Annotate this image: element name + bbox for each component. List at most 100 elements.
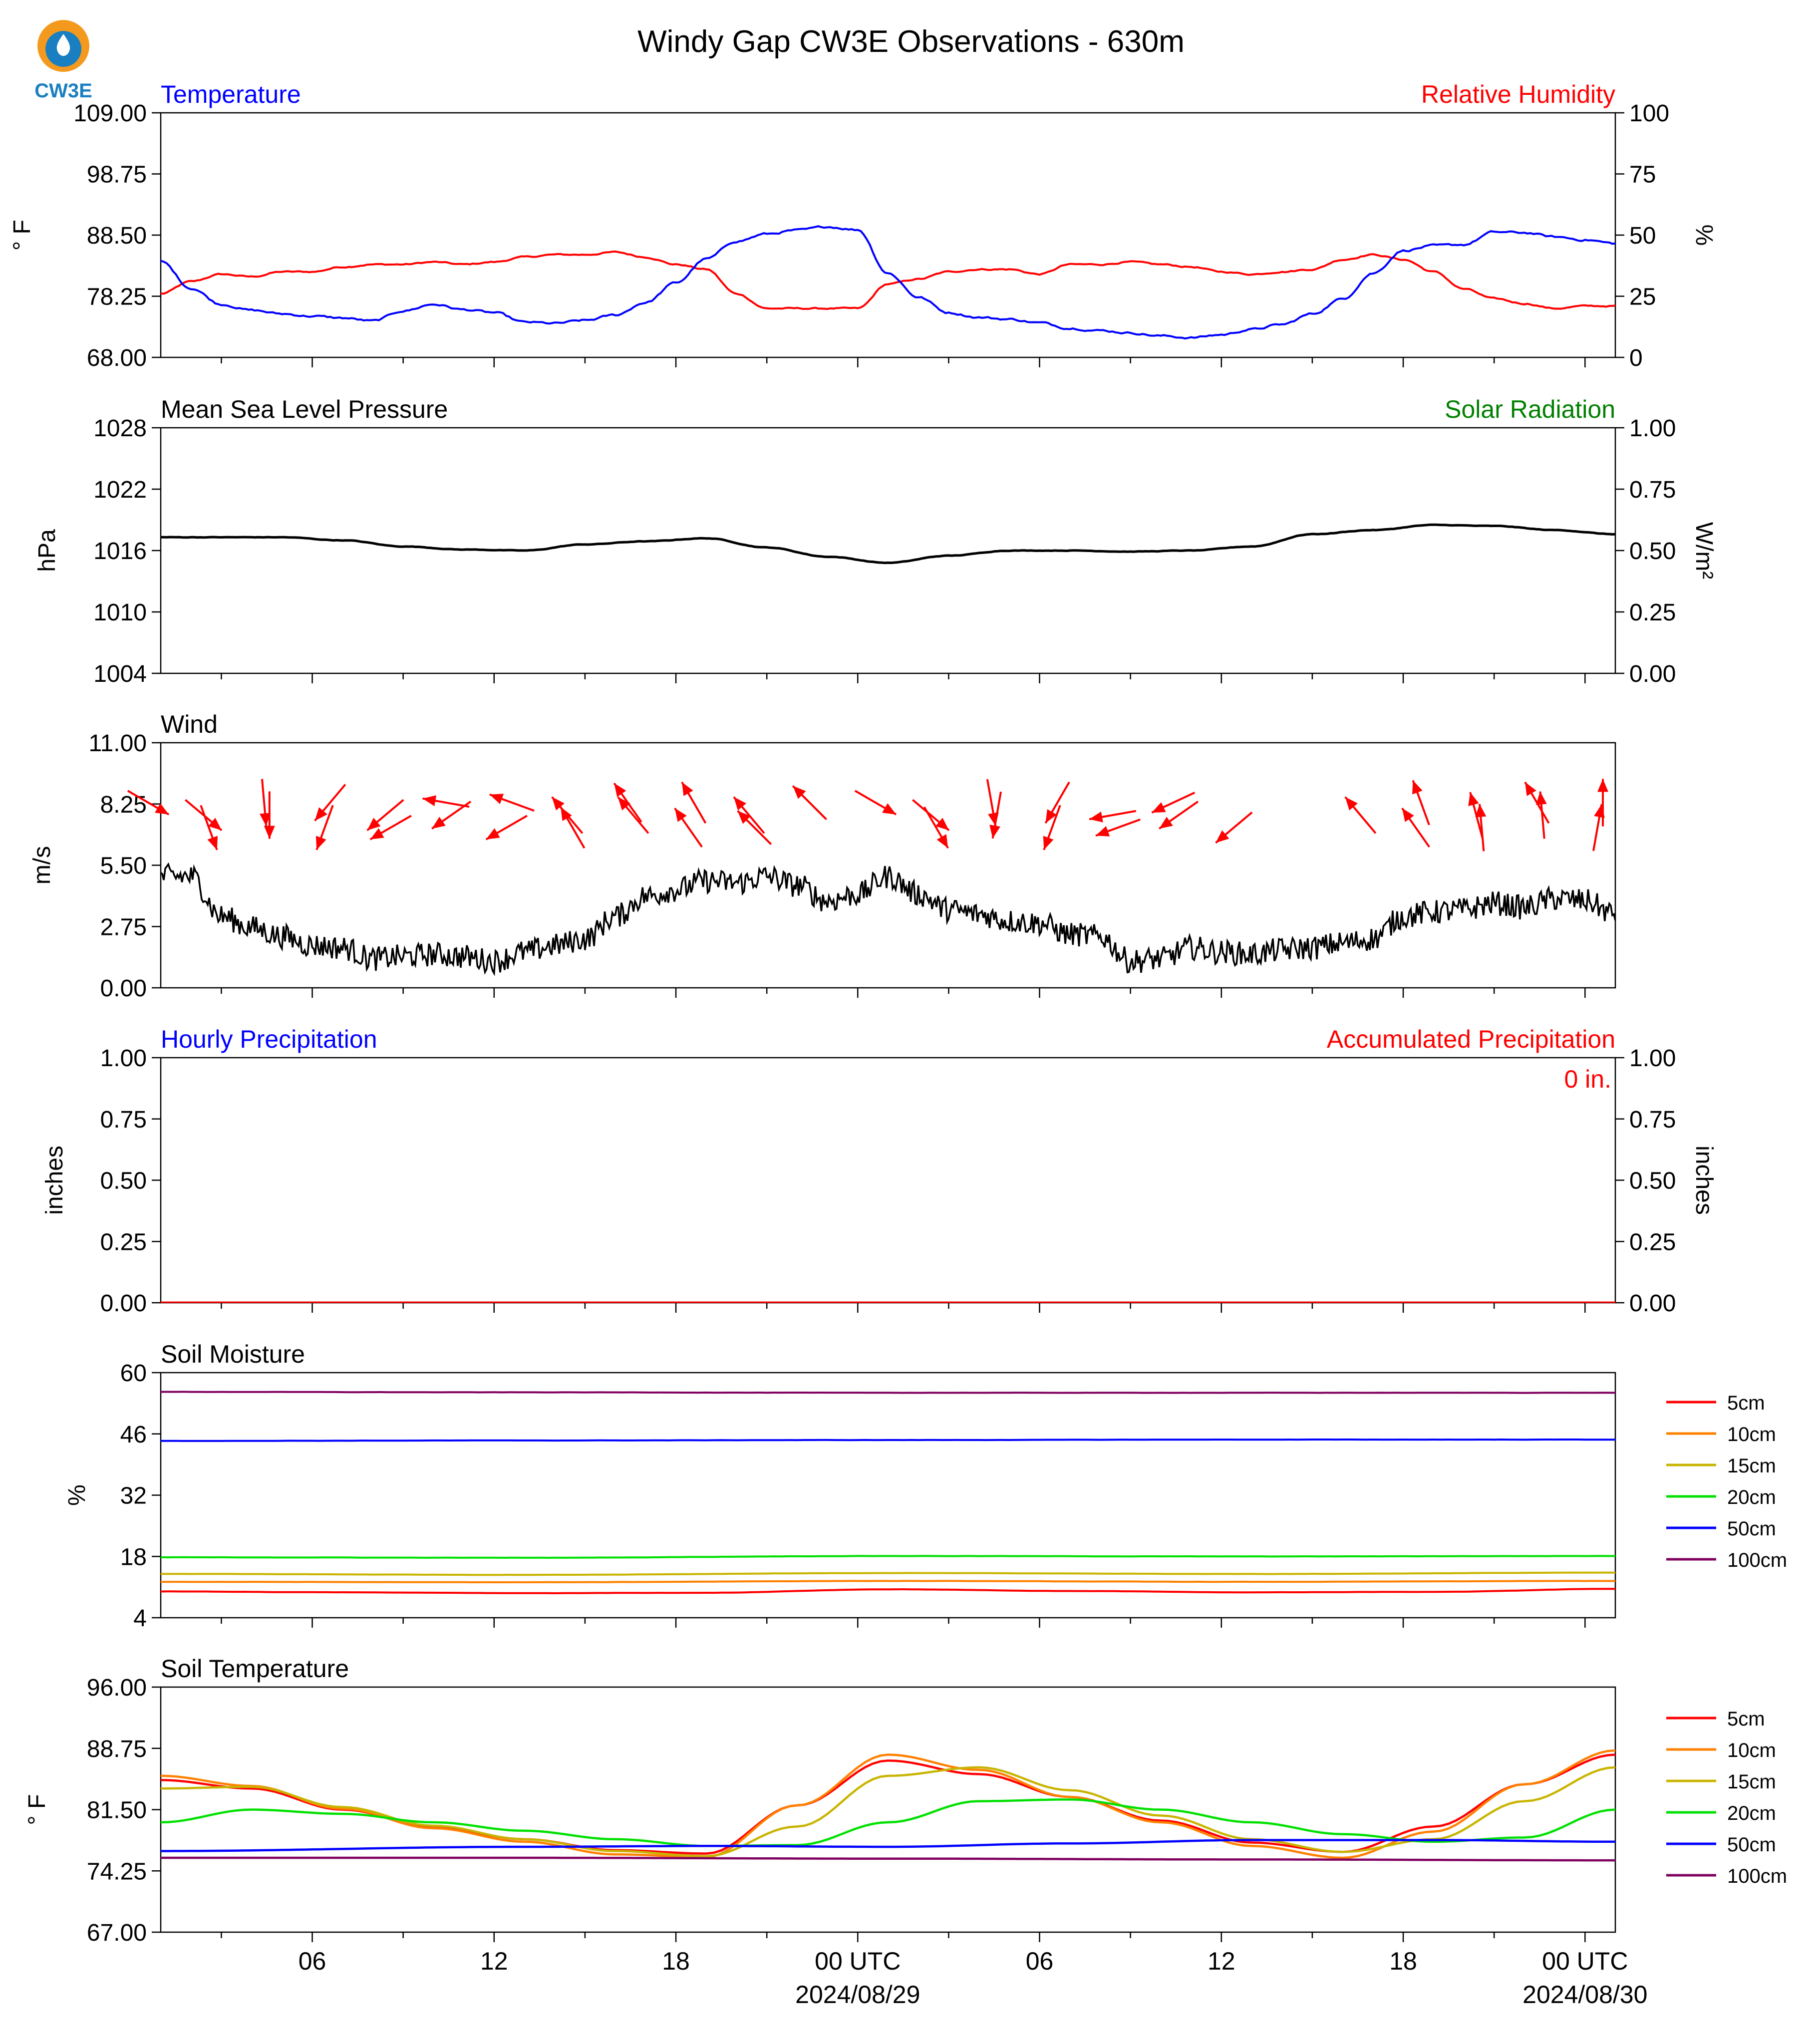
soil-moisture-legend: 5cm 10cm 15cm 20cm 50cm 100cm [1666, 1392, 1787, 1571]
legend-label: 5cm [1727, 1392, 1765, 1414]
arrow-head [1525, 782, 1536, 796]
wind-direction-arrow [854, 790, 897, 816]
panel-title-right: Relative Humidity [1421, 80, 1615, 108]
left-y-axis-label: % [64, 1484, 90, 1506]
panel-title-left: Mean Sea Level Pressure [161, 395, 448, 423]
arrow-head [1045, 809, 1057, 824]
left-y-tick-label: 2.75 [100, 914, 147, 940]
wind-direction-arrow [733, 796, 765, 834]
wind-direction-arrow [737, 810, 772, 846]
legend-label: 20cm [1727, 1802, 1776, 1824]
panel-title-left: Hourly Precipitation [161, 1025, 377, 1053]
legend-label: 100cm [1727, 1549, 1787, 1571]
arrow-head [561, 807, 572, 821]
panel-title-right: Solar Radiation [1445, 395, 1615, 423]
wind-direction-arrow [912, 799, 950, 832]
right-y-tick-label: 100 [1629, 100, 1669, 127]
arrow-head [208, 818, 222, 831]
wind-direction-arrow [989, 791, 1002, 839]
left-y-tick-label: 74.25 [87, 1858, 147, 1885]
right-y-tick-label: 0.25 [1629, 1229, 1676, 1255]
wind-direction-arrow [1215, 811, 1253, 844]
arrow-head [1475, 804, 1487, 818]
rh-series-line [161, 250, 1616, 310]
right-y-tick-label: 0.75 [1629, 1107, 1676, 1133]
wind-direction-arrow [1475, 804, 1487, 852]
logo-drop-icon [56, 34, 70, 56]
soil-temperature-legend: 5cm 10cm 15cm 20cm 50cm 100cm [1666, 1708, 1787, 1887]
panel-soilt: 96.00 88.75 81.50 74.25 67.00 Soil Temperatur… [24, 1655, 1616, 1946]
left-y-tick-label: 1028 [93, 415, 147, 442]
left-y-tick-label: 0.25 [100, 1229, 147, 1255]
wind-direction-arrow [1344, 796, 1377, 834]
wind-speed-series-line [160, 862, 1616, 976]
legends: 5cm10cm15cm20cm50cm100cm5cm10cm15cm20cm5… [1666, 1392, 1787, 1887]
wind-direction-arrow [1095, 818, 1141, 837]
figure-title: Windy Gap CW3E Observations - 630m [637, 24, 1185, 59]
arrow-head [432, 817, 446, 829]
left-y-tick-label: 11.00 [88, 730, 147, 757]
right-y-tick-label: 0.00 [1629, 1290, 1676, 1317]
arrow-head [1096, 826, 1110, 837]
right-y-axis-label: W/m² [1691, 522, 1717, 579]
left-y-tick-label: 88.75 [87, 1736, 147, 1762]
panel-pressure: 1028 1022 1016 1010 1004 1.00 0.75 0.50 0.25 0.00… [34, 395, 1717, 687]
left-y-tick-label: 32 [120, 1483, 147, 1509]
right-y-tick-label: 0.75 [1629, 477, 1676, 503]
left-y-tick-label: 1010 [93, 599, 147, 626]
wind-direction-arrow [1151, 792, 1196, 814]
plot-frame [160, 427, 1616, 674]
panel-title-left: Soil Moisture [161, 1340, 305, 1368]
right-y-axis-label: % [1691, 225, 1717, 246]
arrow-head [882, 803, 897, 815]
arrow-head [1468, 792, 1479, 807]
wind-direction-arrow [1089, 810, 1137, 823]
panel-title-left: Soil Temperature [161, 1655, 349, 1683]
legend-label: 15cm [1727, 1455, 1776, 1477]
right-y-tick-label: 25 [1629, 284, 1656, 310]
legend-label: 10cm [1727, 1424, 1776, 1446]
soil-moisture-line-50cm [161, 1438, 1615, 1442]
wind-direction-arrow [422, 795, 470, 808]
arrow-head [989, 825, 1000, 839]
soil-temperature-line-20cm [160, 1798, 1616, 1847]
left-y-axis-label: hPa [34, 529, 60, 572]
wind-direction-arrow [127, 790, 170, 816]
left-y-tick-label: 78.25 [87, 284, 147, 310]
x-tick-label: 06 [1026, 1947, 1054, 1975]
x-date-label: 2024/08/30 [1522, 1981, 1647, 2009]
left-y-tick-label: 68.00 [87, 345, 147, 371]
left-y-tick-label: 1.00 [100, 1045, 147, 1072]
wind-direction-arrow [792, 785, 827, 821]
x-tick-label: 00 UTC [1542, 1947, 1628, 1975]
temperature-series-line [160, 225, 1616, 340]
right-y-tick-label: 0.50 [1629, 1168, 1676, 1194]
arrow-head [935, 818, 949, 831]
right-y-axis-label: inches [1691, 1146, 1717, 1215]
arrow-head [1089, 811, 1103, 823]
left-y-tick-label: 109.00 [73, 100, 147, 127]
soil-moisture-line-100cm [161, 1391, 1616, 1394]
right-y-tick-label: 1.00 [1629, 415, 1676, 442]
right-y-tick-label: 0 [1629, 345, 1643, 371]
arrow-head [260, 813, 271, 827]
wind-direction-arrow [315, 805, 334, 851]
arrow-head [155, 803, 169, 815]
right-y-tick-label: 75 [1629, 162, 1656, 188]
x-tick-label: 12 [1208, 1947, 1235, 1975]
x-date-label: 2024/08/29 [795, 1981, 920, 2009]
x-axis: 06 12 18 00 UTC 06 12 18 00 UTC 2024/08/29 2024/0… [299, 1947, 1648, 2009]
soil-moisture-line-15cm [160, 1571, 1616, 1576]
wind-direction-arrow [1401, 807, 1430, 848]
wind-direction-arrow [1597, 779, 1608, 827]
wind-direction-arrow [260, 779, 271, 827]
soil-moisture-line-20cm [160, 1555, 1616, 1559]
wind-direction-arrow [489, 793, 535, 812]
arrow-head [552, 797, 565, 811]
wind-direction-arrow [1535, 791, 1547, 839]
arrow-head [314, 807, 327, 821]
arrow-head [315, 836, 326, 850]
arrow-head [614, 783, 626, 797]
left-y-tick-label: 0.00 [100, 1290, 147, 1317]
